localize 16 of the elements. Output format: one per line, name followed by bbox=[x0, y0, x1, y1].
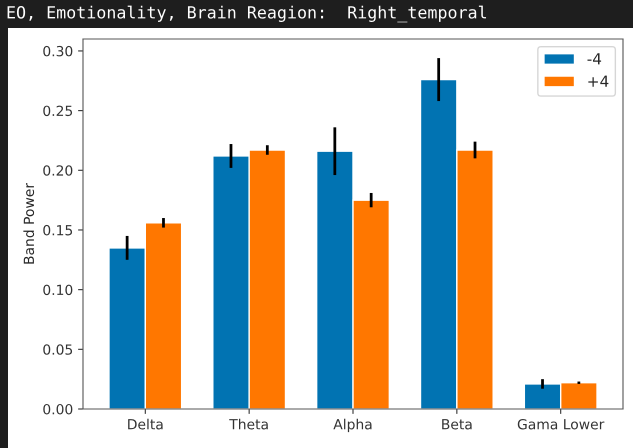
legend-label: -4 bbox=[587, 53, 602, 64]
y-tick-label: 0.20 bbox=[43, 165, 72, 176]
y-tick-label: 0.00 bbox=[43, 404, 72, 414]
y-tick-label: 0.30 bbox=[43, 46, 72, 56]
legend-label: +4 bbox=[588, 76, 608, 87]
y-tick-label: 0.15 bbox=[43, 224, 72, 236]
y-tick-label: 0.25 bbox=[43, 106, 72, 116]
y-tick-label: 0.10 bbox=[43, 284, 72, 296]
y-axis-title: Band Power bbox=[23, 182, 34, 264]
x-tick-label: Alpha bbox=[333, 418, 372, 432]
x-tick-label: Beta bbox=[442, 419, 472, 430]
x-tick-label: Delta bbox=[128, 418, 163, 430]
x-tick-label: Gama Lower bbox=[518, 418, 604, 430]
y-tick-label: 0.05 bbox=[43, 344, 72, 355]
chart-title: EO, Emotionality, Brain Reagion: Right_temporal bbox=[8, 6, 486, 22]
x-tick-label: Theta bbox=[229, 418, 268, 430]
